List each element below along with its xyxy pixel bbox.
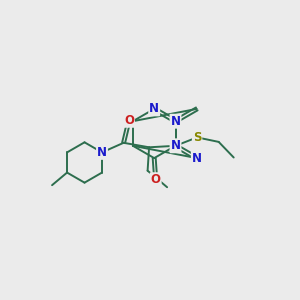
Text: N: N [192,152,202,165]
Text: N: N [170,115,181,128]
Text: N: N [149,102,159,116]
Text: O: O [124,114,134,127]
Text: O: O [151,173,161,186]
Text: N: N [170,139,181,152]
Text: N: N [97,146,107,159]
Text: S: S [193,131,201,144]
